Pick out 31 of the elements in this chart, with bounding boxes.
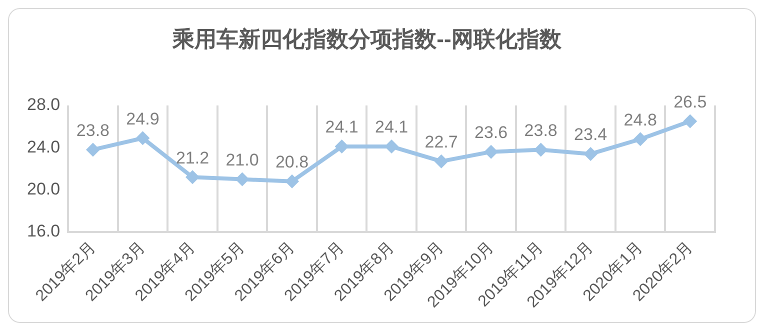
point	[434, 154, 448, 168]
point	[86, 142, 100, 157]
data-label: 20.8	[275, 152, 309, 172]
chart-title: 乘用车新四化指数分项指数--网联化指数	[172, 26, 562, 52]
point	[384, 140, 399, 154]
data-label: 23.4	[574, 125, 608, 144]
point	[334, 140, 349, 154]
data-label: 22.7	[424, 132, 458, 152]
point	[285, 174, 300, 188]
y-tick-label: 28.0	[26, 95, 60, 114]
y-tick-label: 24.0	[26, 137, 60, 156]
data-label: 21.0	[226, 150, 259, 170]
data-label: 21.2	[176, 148, 210, 168]
data-label: 24.8	[624, 110, 657, 130]
point	[136, 131, 150, 146]
point	[534, 142, 548, 157]
y-tick-label: 20.0	[26, 180, 60, 199]
data-label: 24.1	[325, 118, 358, 137]
data-label: 23.8	[76, 120, 110, 140]
y-tick-label: 16.0	[26, 222, 60, 241]
data-label: 24.1	[374, 118, 408, 137]
data-label: 23.8	[524, 120, 558, 140]
point	[683, 114, 698, 128]
point	[584, 146, 598, 161]
data-label: 26.5	[674, 92, 707, 112]
data-label: 24.9	[126, 109, 160, 128]
point	[633, 132, 648, 146]
point	[484, 144, 498, 159]
point	[235, 172, 250, 186]
point	[185, 170, 200, 184]
data-label: 23.6	[474, 123, 508, 142]
